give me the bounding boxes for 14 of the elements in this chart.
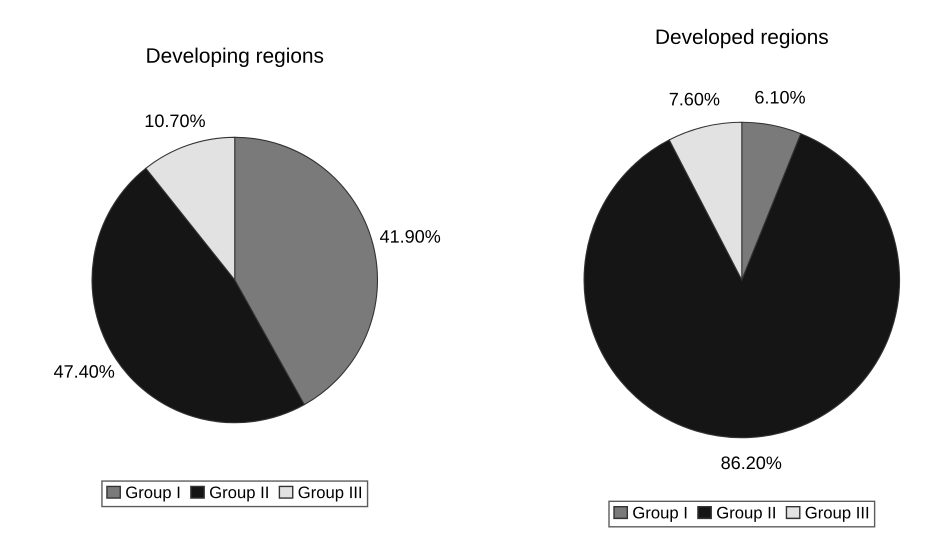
chart-title: Developing regions (147, 48, 324, 68)
legend-label: Group III (298, 486, 362, 502)
data-label: 41.90% (380, 230, 440, 243)
legend-label: Group I (126, 486, 180, 502)
data-label: 7.60% (670, 92, 720, 106)
legend-label: Group II (717, 506, 775, 522)
chart-title: Developed regions (656, 28, 828, 48)
data-label: 86.20% (721, 456, 782, 470)
legend-label: Group II (210, 486, 268, 502)
legend-label: Group I (633, 506, 686, 522)
data-label: 47.40% (54, 365, 114, 378)
data-label: 10.70% (146, 114, 205, 128)
legend-label: Group III (806, 506, 868, 522)
data-label: 6.10% (755, 90, 805, 104)
